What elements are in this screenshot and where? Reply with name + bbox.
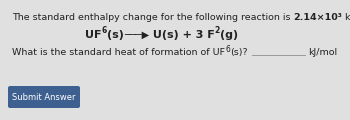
Text: kJ/mol: kJ/mol [308, 48, 337, 57]
FancyBboxPatch shape [8, 86, 80, 108]
Text: UF: UF [85, 30, 102, 40]
Text: The standard enthalpy change for the following reaction is: The standard enthalpy change for the fol… [12, 13, 294, 22]
Text: What is the standard heat of formation of UF: What is the standard heat of formation o… [12, 48, 225, 57]
Text: ───▶: ───▶ [124, 30, 149, 40]
Text: 6: 6 [225, 45, 230, 54]
Text: kJ at 298 K.: kJ at 298 K. [342, 13, 350, 22]
Text: Submit Answer: Submit Answer [12, 93, 76, 102]
Text: 2: 2 [215, 26, 220, 35]
Text: (g): (g) [220, 30, 238, 40]
Text: 6: 6 [102, 26, 107, 35]
Text: 2.14×10³: 2.14×10³ [294, 13, 342, 22]
Text: U(s) + 3 F: U(s) + 3 F [149, 30, 215, 40]
Text: (s)?: (s)? [230, 48, 247, 57]
Text: (s): (s) [107, 30, 124, 40]
